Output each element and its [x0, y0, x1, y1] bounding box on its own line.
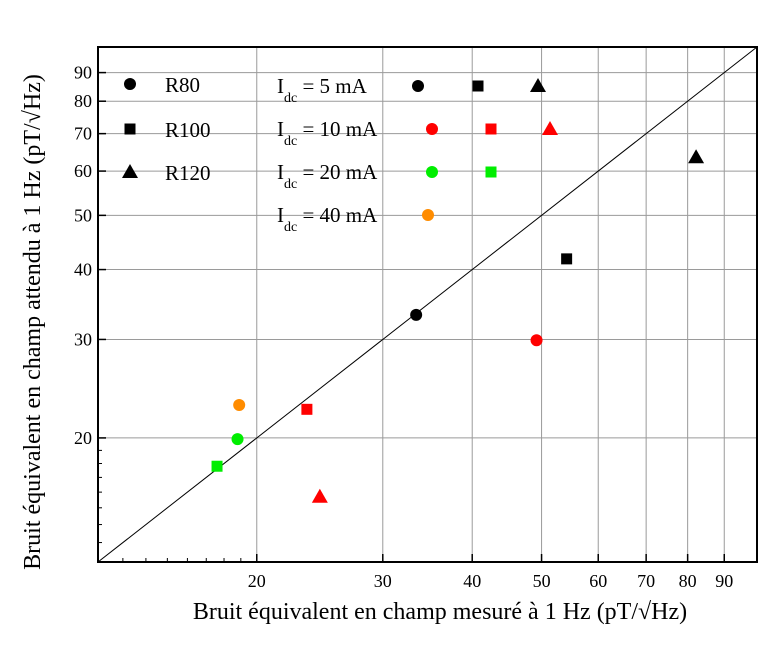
tick-marks [98, 71, 726, 562]
point-r120-10ma [311, 488, 328, 503]
reference-line-y-equals-x [97, 46, 758, 563]
point-r100-20ma [211, 460, 223, 472]
legend-circle-icon [124, 78, 136, 90]
legend-square-icon [124, 123, 136, 135]
point-r100-5ma [561, 253, 573, 265]
point-r100-10ma [301, 403, 313, 415]
legend-sensor-label: R120 [165, 161, 211, 185]
x-axis-title: Bruit équivalent en champ mesuré à 1 Hz … [193, 599, 687, 625]
legend-current-value: = 10 mA [297, 117, 378, 141]
x-tick-labels: 20 30 40 50 60 70 80 90 [248, 571, 733, 591]
legend-triangle-icon [542, 121, 558, 135]
legend-current-subscript: dc [284, 220, 297, 235]
legend-square-icon [485, 123, 497, 135]
legend-current-symbol: I [277, 160, 284, 184]
legend-circle-icon [426, 123, 438, 135]
point-r80-10ma [530, 334, 543, 347]
y-tick-label: 70 [74, 124, 92, 144]
x-tick-label: 90 [715, 571, 733, 591]
legend-current-label: Idc = 10 mA [277, 117, 378, 149]
x-tick-label: 30 [374, 571, 392, 591]
legend-circle-icon [422, 209, 434, 221]
legend-current-subscript: dc [284, 134, 297, 149]
legend-sensor-label: R100 [165, 118, 211, 142]
legend-circle-icon [426, 166, 438, 178]
x-tick-label: 40 [463, 571, 481, 591]
plot-frame [97, 46, 758, 563]
legend-triangle-icon [122, 164, 138, 178]
x-tick-label: 20 [248, 571, 266, 591]
y-tick-label: 90 [74, 63, 92, 83]
legend-current-label: Idc = 5 mA [277, 74, 368, 106]
legend-current-label: Idc = 40 mA [277, 203, 378, 235]
y-tick-labels: 20 30 40 50 60 70 80 90 [74, 63, 92, 448]
x-tick-label: 70 [637, 571, 655, 591]
y-axis-title: Bruit équivalent en champ attendu à 1 Hz… [20, 74, 46, 570]
y-tick-label: 80 [74, 91, 92, 111]
legend-current-symbol: I [277, 203, 284, 227]
y-tick-label: 30 [74, 329, 92, 349]
x-tick-label: 80 [679, 571, 697, 591]
y-tick-label: 50 [74, 205, 92, 225]
legend-square-icon [472, 80, 484, 92]
point-r80-5ma [410, 308, 423, 321]
y-tick-label: 40 [74, 260, 92, 280]
point-r80-40ma [233, 399, 246, 412]
legend-current-label: Idc = 20 mA [277, 160, 378, 192]
legend-current-subscript: dc [284, 91, 297, 106]
y-tick-label: 20 [74, 428, 92, 448]
legend-current-symbol: I [277, 117, 284, 141]
legend-circle-icon [412, 80, 424, 92]
y-tick-label: 60 [74, 161, 92, 181]
legend-current-value: = 5 mA [297, 74, 367, 98]
legend-triangle-icon [530, 78, 546, 92]
legend-current-value: = 20 mA [297, 160, 378, 184]
point-r120-5ma [688, 149, 705, 164]
x-tick-label: 60 [589, 571, 607, 591]
legend-sensor-label: R80 [165, 73, 200, 97]
x-tick-label: 50 [533, 571, 551, 591]
legend-current-value: = 40 mA [297, 203, 378, 227]
legend-square-icon [485, 166, 497, 178]
legend-current-symbol: I [277, 74, 284, 98]
data-points [211, 149, 705, 503]
legend-current-subscript: dc [284, 177, 297, 192]
point-r80-20ma [231, 433, 244, 446]
